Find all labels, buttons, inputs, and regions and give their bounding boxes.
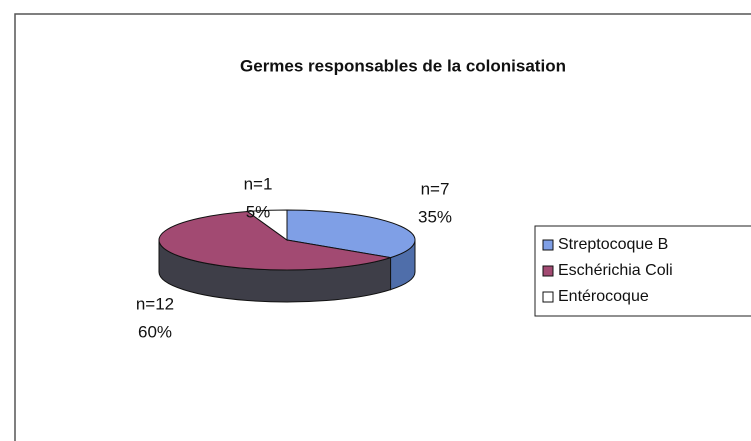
legend: Streptocoque B Eschérichia Coli Entérocoqu… [542,236,673,305]
legend-label: Streptocoque B [558,236,668,253]
data-label: 5% [246,202,271,221]
legend-label: Entérocoque [558,288,649,305]
pie: n=7 35% n=12 60% n=1 5% [136,174,452,341]
data-label: 60% [138,322,172,341]
legend-label: Eschérichia Coli [558,262,673,279]
data-label-count: n=1 [244,174,273,193]
data-label: 35% [418,207,452,226]
legend-swatch [542,239,554,251]
data-label-count: n=7 [421,179,450,198]
legend-box [534,225,751,317]
slice [246,209,288,241]
legend-swatch [542,291,554,303]
chart-title: Germes responsables de la colonisation [240,56,566,75]
slice [158,210,391,271]
legend-swatch [542,265,554,277]
data-label-count: n=12 [136,294,174,313]
slice [286,209,416,259]
